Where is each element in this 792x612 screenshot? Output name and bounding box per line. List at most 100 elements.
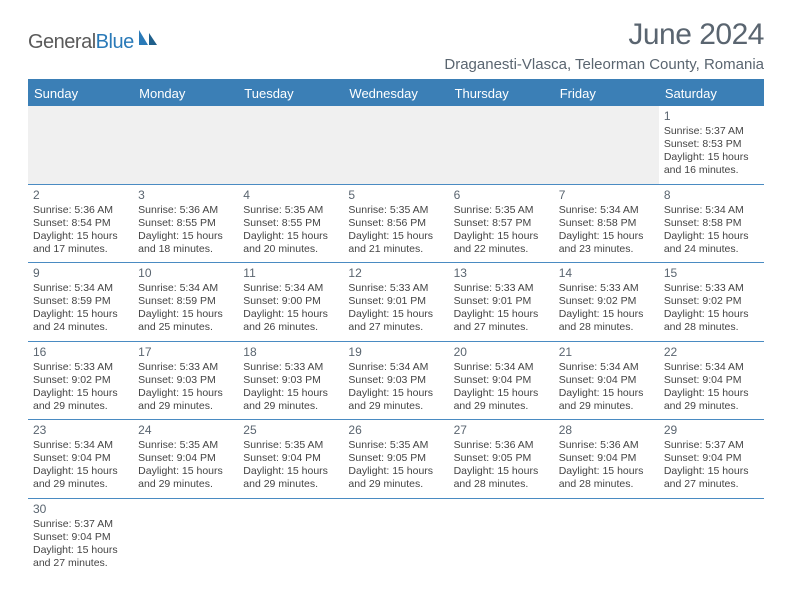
day-cell [343,498,448,576]
sunset-line: Sunset: 9:00 PM [243,295,338,308]
sunrise-line: Sunrise: 5:35 AM [348,439,443,452]
day-number: 27 [454,423,549,438]
day-number: 3 [138,188,233,203]
dow-saturday: Saturday [659,81,764,106]
sunrise-line: Sunrise: 5:33 AM [33,361,128,374]
daylight-line-2: and 29 minutes. [243,478,338,491]
day-number: 25 [243,423,338,438]
daylight-line-1: Daylight: 15 hours [454,387,549,400]
daylight-line-2: and 29 minutes. [243,400,338,413]
day-cell: 3Sunrise: 5:36 AMSunset: 8:55 PMDaylight… [133,184,238,263]
daylight-line-1: Daylight: 15 hours [33,308,128,321]
daylight-line-1: Daylight: 15 hours [138,387,233,400]
daylight-line-2: and 20 minutes. [243,243,338,256]
day-cell [133,106,238,184]
day-number: 19 [348,345,443,360]
day-cell [449,498,554,576]
sunset-line: Sunset: 9:04 PM [243,452,338,465]
sunset-line: Sunset: 9:02 PM [33,374,128,387]
day-number: 30 [33,502,128,517]
day-cell [449,106,554,184]
daylight-line-1: Daylight: 15 hours [33,387,128,400]
sunrise-line: Sunrise: 5:37 AM [33,518,128,531]
day-cell: 4Sunrise: 5:35 AMSunset: 8:55 PMDaylight… [238,184,343,263]
daylight-line-2: and 29 minutes. [348,478,443,491]
sunset-line: Sunset: 8:59 PM [33,295,128,308]
day-number: 12 [348,266,443,281]
sunset-line: Sunset: 9:04 PM [664,374,759,387]
daylight-line-2: and 27 minutes. [664,478,759,491]
dow-monday: Monday [133,81,238,106]
daylight-line-2: and 29 minutes. [559,400,654,413]
sunrise-line: Sunrise: 5:35 AM [348,204,443,217]
day-number: 2 [33,188,128,203]
day-cell: 6Sunrise: 5:35 AMSunset: 8:57 PMDaylight… [449,184,554,263]
header: GeneralBlue June 2024 Draganesti-Vlasca,… [28,18,764,73]
daylight-line-2: and 29 minutes. [454,400,549,413]
sunset-line: Sunset: 9:04 PM [454,374,549,387]
brand-general: General [28,31,96,54]
dow-wednesday: Wednesday [343,81,448,106]
daylight-line-2: and 26 minutes. [243,321,338,334]
daylight-line-2: and 18 minutes. [138,243,233,256]
daylight-line-2: and 29 minutes. [138,478,233,491]
sunrise-line: Sunrise: 5:34 AM [348,361,443,374]
day-cell: 17Sunrise: 5:33 AMSunset: 9:03 PMDayligh… [133,341,238,420]
day-cell: 19Sunrise: 5:34 AMSunset: 9:03 PMDayligh… [343,341,448,420]
day-number: 7 [559,188,654,203]
day-cell: 10Sunrise: 5:34 AMSunset: 8:59 PMDayligh… [133,263,238,342]
day-number: 13 [454,266,549,281]
day-cell: 24Sunrise: 5:35 AMSunset: 9:04 PMDayligh… [133,420,238,499]
day-number: 4 [243,188,338,203]
sunrise-line: Sunrise: 5:34 AM [664,204,759,217]
sunrise-line: Sunrise: 5:34 AM [559,361,654,374]
day-number: 24 [138,423,233,438]
daylight-line-2: and 29 minutes. [33,478,128,491]
sunset-line: Sunset: 9:04 PM [138,452,233,465]
day-number: 29 [664,423,759,438]
daylight-line-1: Daylight: 15 hours [348,308,443,321]
sunrise-line: Sunrise: 5:33 AM [454,282,549,295]
week-row: 2Sunrise: 5:36 AMSunset: 8:54 PMDaylight… [28,184,764,263]
daylight-line-1: Daylight: 15 hours [454,230,549,243]
sunrise-line: Sunrise: 5:34 AM [33,439,128,452]
daylight-line-2: and 28 minutes. [664,321,759,334]
daylight-line-1: Daylight: 15 hours [454,308,549,321]
sunset-line: Sunset: 9:04 PM [33,452,128,465]
daylight-line-1: Daylight: 15 hours [33,544,128,557]
daylight-line-2: and 24 minutes. [664,243,759,256]
day-cell: 26Sunrise: 5:35 AMSunset: 9:05 PMDayligh… [343,420,448,499]
daylight-line-1: Daylight: 15 hours [243,230,338,243]
sunrise-line: Sunrise: 5:36 AM [559,439,654,452]
daylight-line-1: Daylight: 15 hours [559,230,654,243]
sunset-line: Sunset: 8:58 PM [559,217,654,230]
sunset-line: Sunset: 9:05 PM [454,452,549,465]
day-cell [343,106,448,184]
dow-header-row: Sunday Monday Tuesday Wednesday Thursday… [28,81,764,106]
day-cell: 18Sunrise: 5:33 AMSunset: 9:03 PMDayligh… [238,341,343,420]
daylight-line-1: Daylight: 15 hours [33,465,128,478]
daylight-line-1: Daylight: 15 hours [348,465,443,478]
calendar-body: 1Sunrise: 5:37 AMSunset: 8:53 PMDaylight… [28,106,764,576]
daylight-line-2: and 24 minutes. [33,321,128,334]
daylight-line-2: and 29 minutes. [33,400,128,413]
daylight-line-1: Daylight: 15 hours [664,308,759,321]
week-row: 1Sunrise: 5:37 AMSunset: 8:53 PMDaylight… [28,106,764,184]
daylight-line-2: and 17 minutes. [33,243,128,256]
daylight-line-2: and 29 minutes. [138,400,233,413]
day-number: 21 [559,345,654,360]
day-cell: 29Sunrise: 5:37 AMSunset: 9:04 PMDayligh… [659,420,764,499]
daylight-line-1: Daylight: 15 hours [664,151,759,164]
sunrise-line: Sunrise: 5:36 AM [33,204,128,217]
sunset-line: Sunset: 9:04 PM [33,531,128,544]
daylight-line-2: and 22 minutes. [454,243,549,256]
calendar-table: Sunday Monday Tuesday Wednesday Thursday… [28,81,764,576]
brand-logo: GeneralBlue [28,30,159,54]
day-number: 28 [559,423,654,438]
daylight-line-1: Daylight: 15 hours [348,230,443,243]
day-cell: 27Sunrise: 5:36 AMSunset: 9:05 PMDayligh… [449,420,554,499]
dow-tuesday: Tuesday [238,81,343,106]
day-cell: 11Sunrise: 5:34 AMSunset: 9:00 PMDayligh… [238,263,343,342]
week-row: 9Sunrise: 5:34 AMSunset: 8:59 PMDaylight… [28,263,764,342]
sunset-line: Sunset: 9:03 PM [348,374,443,387]
